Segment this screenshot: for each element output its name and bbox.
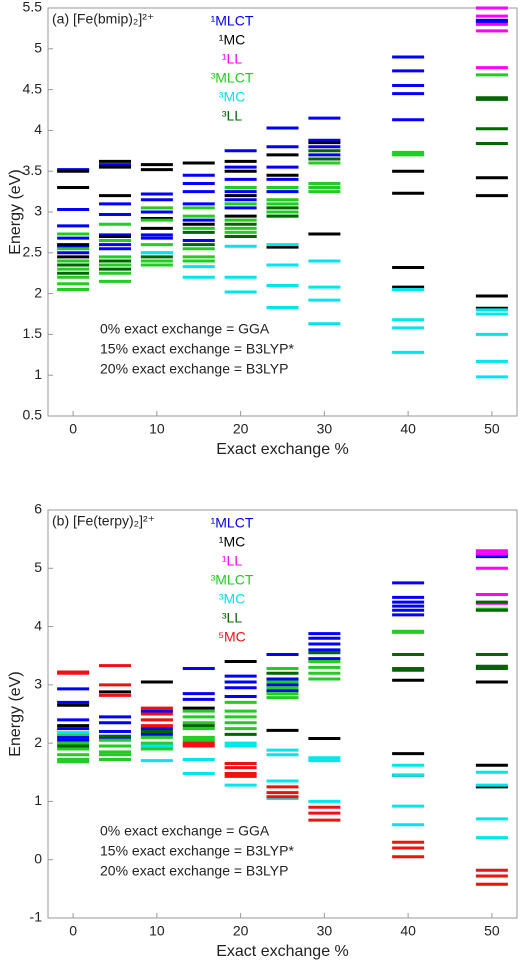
panel-title: (b) [Fe(terpy)₂]²⁺	[52, 513, 155, 529]
legend-entry: ¹LL	[222, 51, 242, 67]
x-tick-label: 40	[400, 923, 416, 939]
y-tick-label: 4.5	[23, 80, 43, 96]
y-tick-label: 1.5	[23, 325, 43, 341]
y-tick-label: 6	[34, 501, 42, 517]
x-tick-label: 0	[69, 923, 77, 939]
legend-entry: ¹MLCT	[211, 13, 254, 29]
legend-entry: ¹MLCT	[211, 515, 254, 531]
y-tick-label: 3	[34, 203, 42, 219]
legend-entry: ⁵MC	[218, 629, 246, 645]
x-tick-label: 40	[400, 421, 416, 437]
y-axis-label: Energy (eV)	[7, 169, 24, 254]
y-tick-label: 3	[34, 676, 42, 692]
x-tick-label: 10	[149, 923, 165, 939]
y-tick-label: 5	[34, 559, 42, 575]
legend-entry: ³MLCT	[211, 572, 254, 588]
y-tick-label: 4	[34, 121, 42, 137]
annotation: 0% exact exchange = GGA	[100, 823, 270, 839]
x-tick-label: 30	[317, 923, 333, 939]
y-tick-label: -1	[30, 909, 43, 925]
y-tick-label: 5	[34, 40, 42, 56]
annotation: 20% exact exchange = B3LYP	[100, 863, 288, 879]
legend-entry: ¹MC	[219, 534, 245, 550]
x-tick-label: 30	[317, 421, 333, 437]
x-axis-label: Exact exchange %	[216, 441, 349, 458]
panel-title: (a) [Fe(bmip)₂]²⁺	[52, 11, 154, 27]
x-tick-label: 50	[484, 421, 500, 437]
annotation: 20% exact exchange = B3LYP	[100, 361, 288, 377]
y-tick-label: 4	[34, 617, 42, 633]
x-tick-label: 20	[233, 421, 249, 437]
y-tick-label: 0.5	[23, 407, 43, 423]
legend-entry: ³MLCT	[211, 70, 254, 86]
annotation: 0% exact exchange = GGA	[100, 321, 270, 337]
y-tick-label: 2.5	[23, 244, 43, 260]
x-tick-label: 10	[149, 421, 165, 437]
legend-entry: ³MC	[219, 591, 245, 607]
y-tick-label: 5.5	[23, 0, 43, 15]
annotation: 15% exact exchange = B3LYP*	[100, 843, 294, 859]
y-tick-label: 1	[34, 792, 42, 808]
annotation: 15% exact exchange = B3LYP*	[100, 341, 294, 357]
legend-entry: ³LL	[222, 108, 242, 124]
legend-entry: ³LL	[222, 610, 242, 626]
y-tick-label: 0	[34, 850, 42, 866]
plot-frame	[47, 509, 518, 919]
y-tick-label: 2	[34, 734, 42, 750]
x-tick-label: 20	[233, 923, 249, 939]
legend-entry: ¹MC	[219, 32, 245, 48]
x-tick-label: 0	[69, 421, 77, 437]
y-axis-label: Energy (eV)	[7, 671, 24, 756]
x-axis-label: Exact exchange %	[216, 943, 349, 960]
x-tick-label: 50	[484, 923, 500, 939]
legend-entry: ¹LL	[222, 553, 242, 569]
legend-entry: ³MC	[219, 89, 245, 105]
y-tick-label: 1	[34, 366, 42, 382]
y-tick-label: 2	[34, 284, 42, 300]
y-tick-label: 3.5	[23, 162, 43, 178]
